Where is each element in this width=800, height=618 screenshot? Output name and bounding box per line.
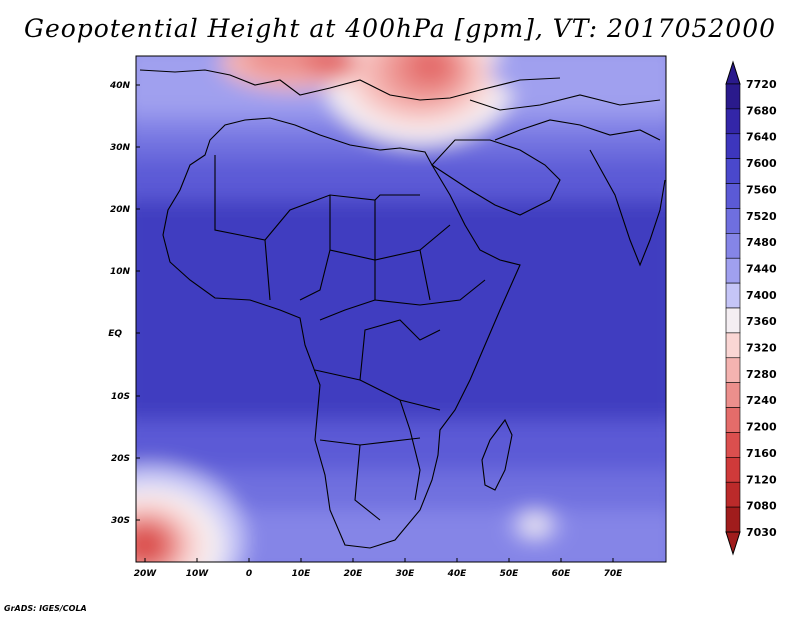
colorbar-swatch: [725, 307, 741, 334]
colorbar-swatch: [725, 332, 741, 359]
colorbar-swatch: [725, 183, 741, 209]
colorbar-label: 7400: [746, 289, 777, 302]
lat-label: 10S: [111, 392, 130, 402]
lon-label: 50E: [500, 569, 520, 579]
plot-frame: [135, 55, 667, 563]
map-title: Geopotential Height at 400hPa [gpm], VT:…: [23, 14, 777, 43]
lat-label: 30S: [111, 516, 130, 526]
colorbar-swatch: [725, 158, 741, 184]
colorbar-label: 7120: [746, 473, 777, 486]
colorbar-swatch: [725, 257, 741, 284]
lon-label: 70E: [604, 569, 624, 579]
lon-label: 0: [246, 569, 252, 579]
lon-axis: 20W 10W 0 10E 20E 30E 40E 50E 60E 70E: [134, 558, 623, 579]
lon-label: 60E: [552, 569, 572, 579]
grads-credit: GrADS: IGES/COLA: [4, 604, 87, 613]
colorbar-label: 7680: [746, 104, 777, 117]
colorbar-label: 7560: [746, 183, 777, 196]
lon-label: 10E: [292, 569, 312, 579]
colorbar: 7720 7680 7640 7600 7560 7520 7480 7440 7400 7360…: [725, 60, 777, 556]
colorbar-label: 7440: [746, 262, 777, 275]
colorbar-swatch: [725, 457, 741, 483]
colorbar-swatch: [725, 282, 741, 309]
lat-axis: 40N 30N 20N 10N EQ 10S 20S 30S: [108, 81, 140, 526]
colorbar-label: 7240: [746, 394, 777, 407]
lon-label: 40E: [447, 569, 468, 579]
colorbar-label: 7200: [746, 421, 777, 434]
lat-label: 10N: [110, 267, 131, 277]
colorbar-swatch: [725, 382, 741, 408]
lon-label: 30E: [396, 569, 416, 579]
colorbar-label: 7030: [746, 526, 777, 539]
lat-label: 20N: [110, 205, 131, 215]
lat-label: 30N: [110, 143, 131, 153]
lon-label: 20W: [134, 569, 158, 579]
colorbar-swatch: [725, 357, 741, 383]
lon-label: 20E: [344, 569, 364, 579]
colorbar-label: 7360: [746, 315, 777, 328]
lat-label: EQ: [108, 329, 122, 339]
colorbar-label: 7520: [746, 210, 777, 223]
colorbar-swatch: [725, 407, 741, 433]
colorbar-swatch: [725, 83, 741, 110]
colorbar-arrow-top: [725, 60, 741, 85]
lat-label: 40N: [109, 81, 131, 91]
colorbar-swatch: [725, 506, 741, 533]
colorbar-swatch: [725, 208, 741, 234]
colorbar-swatch: [725, 133, 741, 159]
colorbar-swatch: [725, 481, 741, 508]
colorbar-label: 7160: [746, 447, 777, 460]
colorbar-label: 7600: [746, 157, 777, 170]
colorbar-label: 7080: [746, 500, 777, 513]
colorbar-arrow-bottom: [725, 531, 741, 556]
colorbar-label: 7720: [746, 78, 777, 91]
lon-label: 10W: [186, 569, 210, 579]
colorbar-label: 7320: [746, 342, 777, 355]
coastlines: [139, 69, 666, 549]
colorbar-label: 7640: [746, 131, 777, 144]
colorbar-label: 7280: [746, 368, 777, 381]
colorbar-swatch: [725, 233, 741, 259]
colorbar-swatch: [725, 432, 741, 458]
height-field: [136, 56, 666, 562]
colorbar-swatch: [725, 108, 741, 135]
colorbar-label: 7480: [746, 236, 777, 249]
lat-label: 20S: [111, 454, 130, 464]
